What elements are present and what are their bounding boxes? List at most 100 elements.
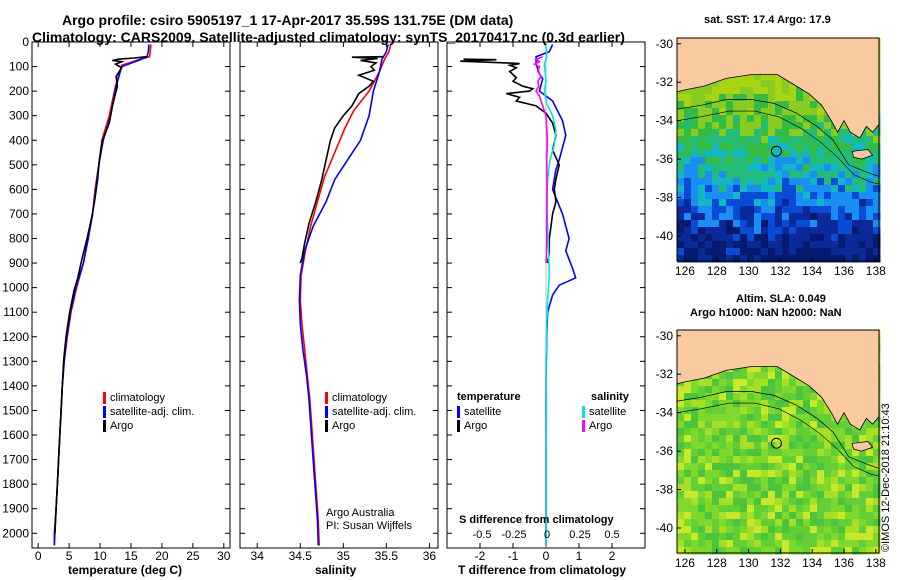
map-cell [838,185,846,193]
map-cell [747,199,755,207]
map-cell [775,227,783,235]
map-cell [873,505,881,513]
map-cell [768,157,776,165]
map-cell [845,540,853,548]
map-cell [754,178,762,186]
map-cell [712,241,720,249]
map-cell [726,442,734,450]
map-cell [705,136,713,144]
map-cell [859,227,867,235]
map-cell [775,115,783,123]
map-cell [838,533,846,541]
map-cell [726,421,734,429]
series-salinity-argo [532,55,549,264]
map-cell [740,73,748,81]
x-tick-label: 35.5 [375,549,399,563]
map-cell [845,213,853,221]
map-cell [733,108,741,116]
map-cell [705,435,713,443]
map-cell [733,547,741,555]
map-cell [845,449,853,457]
map-cell [796,129,804,137]
land-area [676,37,880,139]
map-cell [789,386,797,394]
map-cell [719,421,727,429]
map-cell [789,129,797,137]
map-cell [789,248,797,256]
map-cell [838,470,846,478]
map-cell [726,400,734,408]
map-cell [761,164,769,172]
map-cell [761,463,769,471]
map-cell [761,421,769,429]
map-cell [852,463,860,471]
map-cell [789,442,797,450]
map-cell [754,498,762,506]
map-cell [866,484,874,492]
map-cell [740,122,748,130]
map-cell [824,255,832,263]
map-cell [873,129,881,137]
map-cell [698,171,706,179]
x-tick-label: 36 [423,549,437,563]
y-tick-label: 1600 [2,428,29,442]
map-cell [852,255,860,263]
map-cell [873,533,881,541]
sla-map-title-line1: Altim. SLA: 0.049 [736,293,826,305]
map-cell [768,108,776,116]
legend-label: satellite-adj. clim. [332,406,417,418]
map-cell [873,547,881,555]
temperature-legend: climatology satellite-adj. clim. Argo [103,391,194,433]
map-cell [684,87,692,95]
map-cell [810,136,818,144]
map-cell [782,129,790,137]
map-cell [859,220,867,228]
map-cell [789,94,797,102]
map-cell [803,227,811,235]
map-cell [782,157,790,165]
map-cell [705,143,713,151]
map-cell [859,164,867,172]
map-cell [803,241,811,249]
map-cell [789,428,797,436]
map-cell [691,428,699,436]
legend-swatch [457,420,460,432]
lon-tick-label: 130 [739,264,759,278]
map-cell [817,435,825,443]
map-cell [733,94,741,102]
map-cell [747,73,755,81]
map-cell [684,122,692,130]
map-cell [747,164,755,172]
map-cell [740,185,748,193]
map-cell [719,178,727,186]
watermark: ©IMOS 12-Dec-2018 21:10:43 [880,403,892,552]
map-cell [768,227,776,235]
map-cell [838,213,846,221]
map-cell [789,379,797,387]
map-cell [726,171,734,179]
map-cell [684,227,692,235]
map-cell [803,157,811,165]
map-cell [796,393,804,401]
map-cell [733,234,741,242]
map-cell [768,512,776,520]
map-cell [824,442,832,450]
s-diff-tick: 0 [543,529,551,541]
lon-tick-label: 132 [770,264,790,278]
map-cell [747,386,755,394]
map-cell [866,192,874,200]
map-cell [740,206,748,214]
map-cell [782,414,790,422]
map-cell [705,491,713,499]
map-cell [817,185,825,193]
map-cell [754,491,762,499]
map-cell [684,220,692,228]
map-cell [761,498,769,506]
map-cell [831,206,839,214]
map-cell [705,470,713,478]
x-tick-label: 10 [93,549,107,563]
map-cell [782,171,790,179]
map-cell [838,241,846,249]
s-diff-tick: -0.25 [501,529,527,541]
map-cell [761,400,769,408]
